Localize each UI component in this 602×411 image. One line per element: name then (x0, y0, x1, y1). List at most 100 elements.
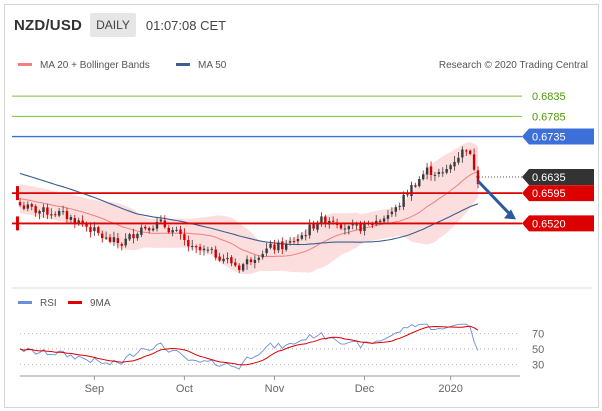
level-tag-2 (522, 128, 594, 145)
candle-body (378, 220, 382, 222)
candle-body (324, 216, 327, 224)
candle-body (410, 185, 413, 197)
ma20-line (19, 171, 479, 258)
candle-body (249, 259, 253, 263)
candle-body (394, 207, 397, 212)
candle-body (245, 259, 249, 265)
candle-body (97, 227, 100, 233)
candle-body (355, 224, 358, 226)
candle-body (191, 245, 194, 247)
candle-body (292, 241, 296, 243)
candle-body (284, 243, 288, 250)
candle-body (316, 223, 319, 230)
candle-body (390, 211, 394, 215)
candle-body (120, 244, 123, 246)
candle-body (116, 238, 120, 243)
candle-body (300, 235, 304, 239)
x-tick-label-0: Sep (85, 383, 105, 395)
rsi-line (19, 323, 479, 370)
candle-body (214, 249, 217, 258)
candle-body (65, 210, 69, 220)
candle-body (108, 237, 112, 242)
ma50-legend-label: MA 50 (198, 60, 227, 71)
candle-body (18, 202, 22, 206)
level-label-5: 0.6520 (532, 218, 566, 230)
candle-body (277, 242, 280, 251)
candle-body (198, 246, 202, 251)
candle-body (34, 206, 37, 213)
candle-body (69, 217, 73, 220)
candle-body (183, 234, 186, 241)
candle-body (144, 226, 147, 229)
timestamp: 01:07:08 CET (145, 17, 227, 33)
candle-body (253, 259, 257, 263)
candle-body (42, 207, 45, 212)
candle-body (73, 218, 77, 224)
candle-body (429, 166, 433, 175)
ma50-legend-swatch (176, 63, 190, 66)
candle-body (101, 233, 104, 239)
level-edge-marker-0 (16, 186, 19, 201)
candle-body (136, 233, 139, 239)
rsi-ma-line (19, 325, 479, 366)
candle-body (85, 224, 88, 227)
candle-body (104, 237, 108, 239)
ma9-legend-swatch (68, 301, 82, 304)
candle-body (175, 229, 178, 231)
candle-body (414, 185, 417, 187)
candle-body (230, 257, 233, 264)
candle-body (343, 228, 347, 230)
candle-body (273, 244, 276, 250)
candle-body (222, 258, 225, 262)
candle-body (421, 174, 425, 180)
candle-body (363, 222, 366, 232)
candle-body (38, 211, 41, 214)
level-label-2: 0.6735 (532, 132, 566, 144)
candle-body (30, 204, 33, 207)
candle-body (54, 214, 57, 216)
candle-body (453, 161, 456, 167)
candle-body (159, 219, 163, 222)
forecast-arrowhead (504, 209, 516, 220)
candle-body (269, 243, 272, 248)
x-tick-label-1: Oct (176, 383, 193, 395)
candle-body (418, 179, 421, 187)
candle-body (257, 257, 260, 260)
candle-body (281, 241, 284, 250)
candle-body (288, 241, 292, 243)
level-label-0: 0.6835 (532, 91, 566, 103)
candle-body (241, 264, 245, 271)
candle-body (112, 237, 116, 242)
candle-body (26, 204, 30, 209)
candle-body (304, 235, 307, 237)
candle-body (124, 238, 127, 246)
candle-body (308, 224, 311, 236)
rsi-tick-1: 50 (532, 344, 544, 356)
candle-body (472, 154, 476, 170)
rsi-legend-swatch (18, 301, 32, 304)
candle-body (465, 150, 468, 152)
pair-title: NZD/USD (14, 16, 83, 34)
candle-body (449, 165, 452, 170)
candle-body (61, 211, 65, 213)
price-plot (18, 142, 480, 275)
ma50-line (19, 172, 479, 246)
candle-body (457, 157, 460, 163)
candle-body (312, 223, 315, 229)
candle-body (425, 167, 429, 175)
candle-body (218, 256, 221, 261)
candle-body (77, 220, 80, 223)
ma9-legend-label: 9MA (90, 298, 111, 309)
candle-body (382, 218, 386, 222)
candle-body (132, 234, 135, 239)
candle-body (151, 228, 155, 231)
rsi-tick-2: 30 (532, 359, 544, 371)
candle-body (359, 224, 362, 232)
candle-body (226, 257, 229, 260)
candle-body (210, 248, 214, 250)
candle-body (81, 220, 84, 224)
candle-body (140, 227, 143, 235)
timeframe-button[interactable]: DAILY (90, 13, 136, 37)
candle-body (468, 150, 472, 154)
candle-body (128, 234, 131, 240)
